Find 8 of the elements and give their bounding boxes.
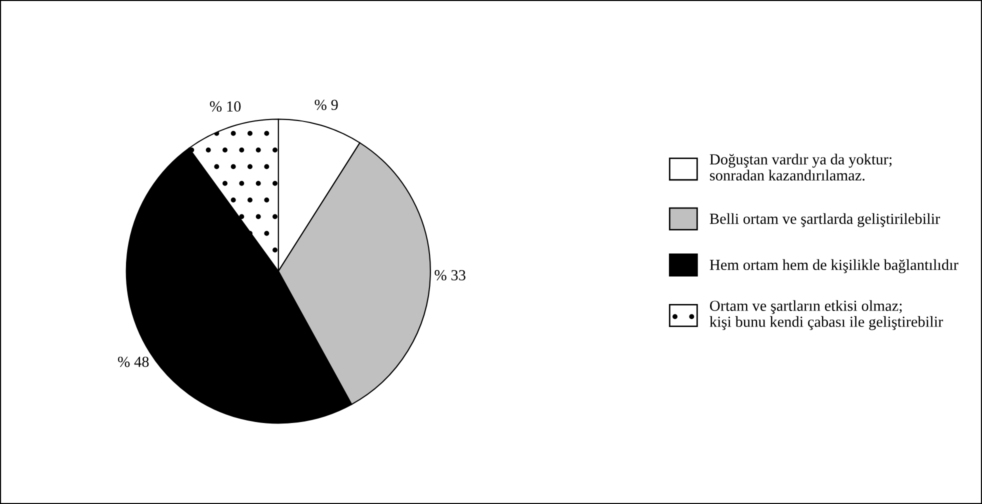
data-label: % 10 — [210, 101, 241, 112]
legend-label: Doğuştan vardır ya da yoktur; sonradan kazandırılamaz. — [710, 154, 892, 181]
legend-label: Belli ortam ve şartlarda geliştirilebilir — [710, 213, 940, 228]
data-label: % 48 — [118, 356, 149, 368]
legend-label: Ortam ve şartların etkisi olmaz; kişi bunu kendi çabası ile geliştirebilir — [710, 300, 944, 330]
data-label: % 9 — [314, 100, 338, 110]
data-label: % 33 — [434, 270, 466, 280]
legend-label: Hem ortam hem de kişilikle bağlantılıdır — [710, 259, 958, 274]
